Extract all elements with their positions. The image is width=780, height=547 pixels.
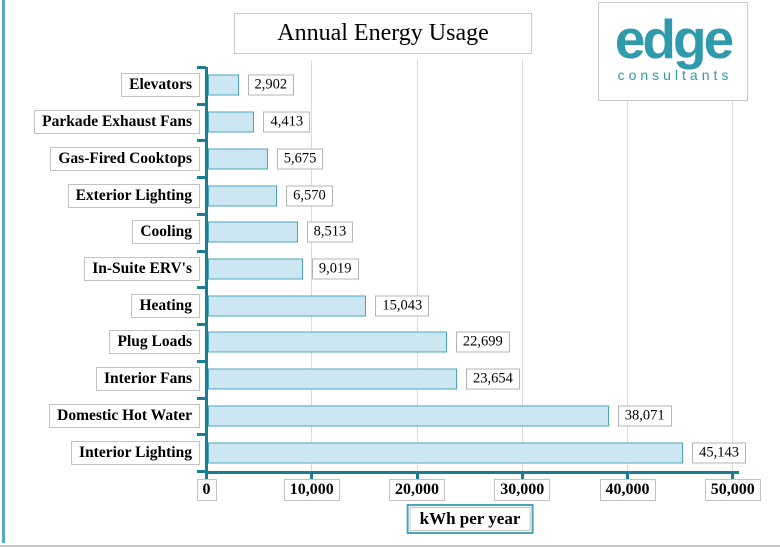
bar-row: Parkade Exhaust Fans 4,413 xyxy=(0,104,780,141)
y-axis-tick xyxy=(197,323,206,327)
value-label: 9,019 xyxy=(311,258,359,280)
gridline-20,000 xyxy=(416,60,418,471)
x-axis-tick xyxy=(626,474,629,482)
chart-title: Annual Energy Usage xyxy=(234,13,532,54)
bar-row: In-Suite ERV's 9,019 xyxy=(0,251,780,288)
bar-row: Heating 15,043 xyxy=(0,287,780,324)
x-axis-tick xyxy=(310,474,314,482)
y-axis-tick xyxy=(197,212,206,216)
category-label: Gas-Fired Cooktops xyxy=(50,146,200,171)
bar-2 xyxy=(208,148,268,170)
gridline-40,000 xyxy=(627,60,628,471)
chart-title-text: Annual Energy Usage xyxy=(277,20,489,46)
gridline-30,000 xyxy=(521,60,523,471)
edge-consultants-logo: edge consultants xyxy=(598,2,748,101)
category-label: Elevators xyxy=(121,73,200,98)
x-tick-label: 30,000 xyxy=(494,479,551,501)
y-axis-tick xyxy=(197,359,206,363)
x-tick-label: 10,000 xyxy=(283,479,340,501)
bar-row: Gas-Fired Cooktops 5,675 xyxy=(0,140,780,177)
category-label: Domestic Hot Water xyxy=(49,403,200,428)
value-label: 15,043 xyxy=(375,295,430,317)
bar-9 xyxy=(208,405,609,427)
bar-row: Exterior Lighting 6,570 xyxy=(0,177,780,214)
x-axis-tick xyxy=(520,474,524,482)
value-label: 22,699 xyxy=(455,331,510,353)
category-label: Parkade Exhaust Fans xyxy=(34,110,200,135)
page-left-border xyxy=(2,0,5,543)
value-label: 5,675 xyxy=(276,148,324,170)
y-axis-tick xyxy=(197,249,206,253)
bar-row: Interior Lighting 45,143 xyxy=(0,434,780,471)
y-axis-tick xyxy=(197,286,206,290)
gridline-50,000 xyxy=(732,60,734,471)
category-label: Interior Fans xyxy=(96,367,200,392)
bar-10 xyxy=(208,442,684,464)
logo-tagline-text: consultants xyxy=(617,66,733,83)
value-label: 23,654 xyxy=(465,368,520,390)
y-axis-tick xyxy=(197,102,206,106)
value-label: 8,513 xyxy=(306,221,354,243)
y-axis-tick xyxy=(197,396,206,400)
y-axis-tick xyxy=(197,66,206,69)
bar-0 xyxy=(208,74,239,96)
x-axis-tick xyxy=(415,474,419,482)
y-axis-tick xyxy=(197,139,206,143)
value-label: 45,143 xyxy=(692,442,746,464)
value-label: 4,413 xyxy=(263,111,311,133)
x-axis-tick xyxy=(205,474,208,482)
bar-6 xyxy=(208,295,367,317)
y-axis-line xyxy=(205,67,208,477)
bar-row: Interior Fans 23,654 xyxy=(0,361,780,398)
x-tick-label: 50,000 xyxy=(704,479,761,501)
category-label: Cooling xyxy=(132,220,200,245)
bar-7 xyxy=(208,331,447,353)
category-label: In-Suite ERV's xyxy=(84,256,200,281)
category-label: Heating xyxy=(131,293,200,318)
value-label: 2,902 xyxy=(247,74,295,96)
y-axis-tick xyxy=(197,470,206,473)
bar-row: Domestic Hot Water 38,071 xyxy=(0,398,780,435)
bar-row: Elevators 2,902 xyxy=(0,67,780,104)
bar-8 xyxy=(208,368,457,390)
x-axis-tick xyxy=(731,474,735,482)
category-label: Plug Loads xyxy=(109,330,200,355)
x-tick-label: 40,000 xyxy=(599,479,656,501)
bar-row: Plug Loads 22,699 xyxy=(0,324,780,361)
bar-4 xyxy=(208,221,298,243)
y-axis-tick xyxy=(197,433,206,437)
bar-1 xyxy=(208,111,255,133)
bar-3 xyxy=(208,185,278,207)
gridline-10,000 xyxy=(311,60,313,471)
y-axis-tick xyxy=(197,176,206,180)
x-tick-label: 0 xyxy=(196,479,217,501)
x-axis-title-box: kWh per year xyxy=(406,504,534,534)
x-axis-title: kWh per year xyxy=(409,507,531,531)
page-bottom-border xyxy=(0,545,780,547)
bar-5 xyxy=(208,258,303,280)
x-axis-line xyxy=(205,471,740,474)
x-tick-label: 20,000 xyxy=(389,479,445,501)
logo-brand-text: edge xyxy=(614,8,734,71)
category-label: Interior Lighting xyxy=(71,440,200,465)
value-label: 6,570 xyxy=(286,185,333,207)
bar-row: Cooling 8,513 xyxy=(0,214,780,251)
value-label: 38,071 xyxy=(617,405,672,427)
category-label: Exterior Lighting xyxy=(67,183,200,208)
